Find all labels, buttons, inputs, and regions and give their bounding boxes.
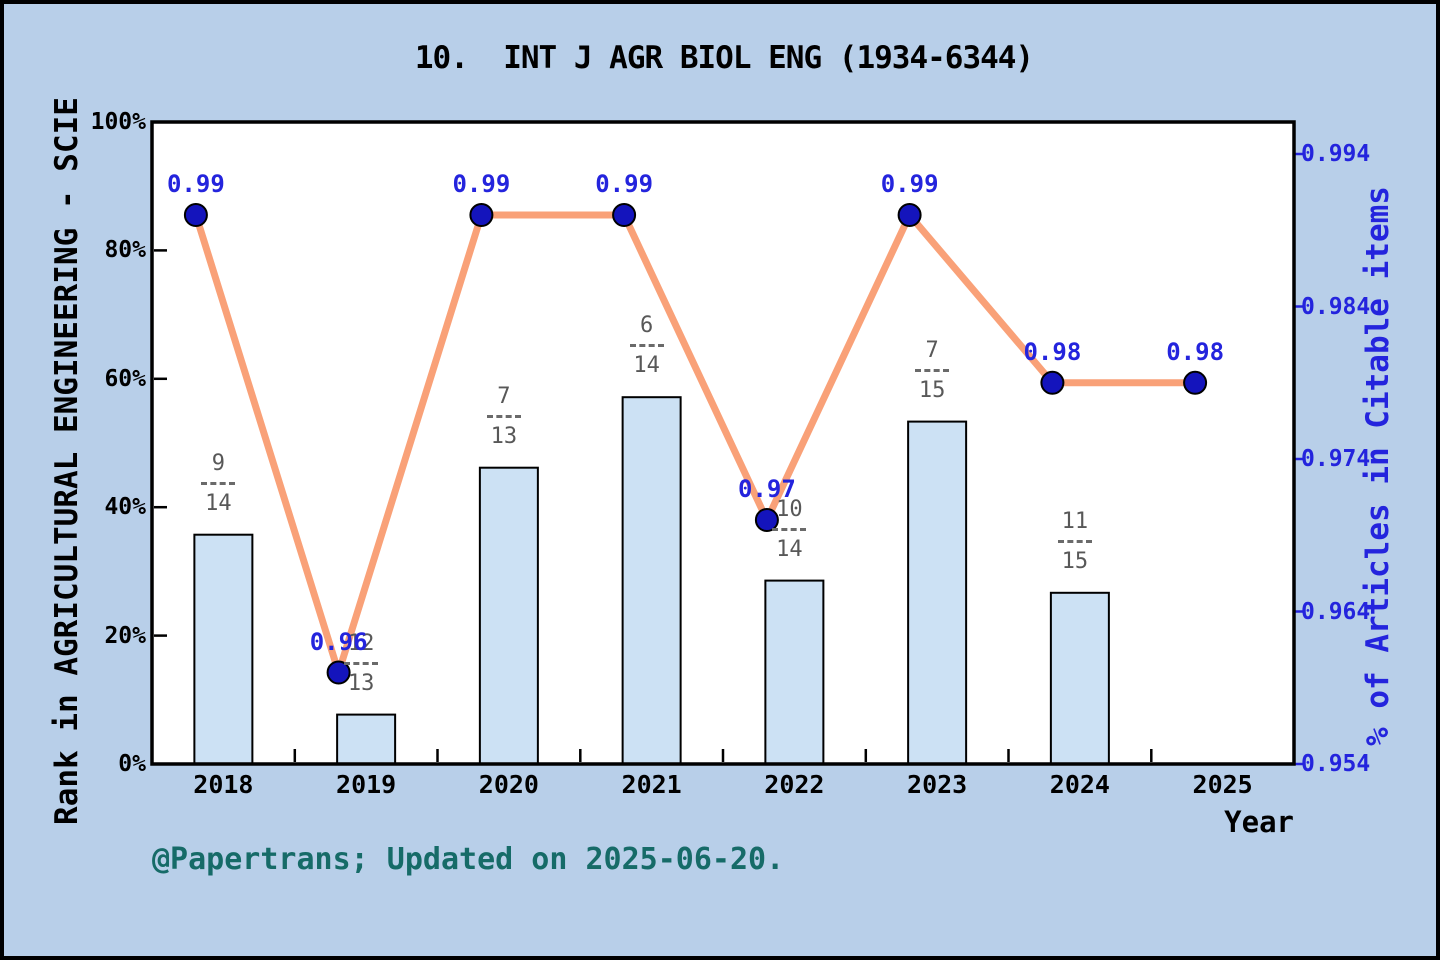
bar-2020 bbox=[478, 466, 539, 765]
plot-canvas bbox=[150, 120, 1304, 766]
point-label-2019: 0.96 bbox=[309, 627, 368, 656]
bar-fraction-label-2021: 6 14 bbox=[607, 313, 687, 379]
line-series bbox=[192, 211, 1199, 676]
fraction-bar bbox=[201, 481, 236, 485]
fraction-numerator: 10 bbox=[776, 496, 803, 522]
bar-fraction-label-2019: 12 13 bbox=[321, 631, 401, 697]
bar-2023 bbox=[907, 420, 968, 765]
fraction-bar bbox=[629, 344, 664, 348]
watermark-caption: @Papertrans; Updated on 2025-06-20. bbox=[152, 842, 785, 877]
x-tick-label-2025: 2025 bbox=[1192, 770, 1253, 799]
x-tick-label-2023: 2023 bbox=[907, 770, 968, 799]
point-label-2023: 0.99 bbox=[880, 170, 939, 198]
x-tick-label-2022: 2022 bbox=[764, 770, 825, 799]
fraction-numerator: 7 bbox=[497, 383, 511, 409]
bar-2024 bbox=[1049, 591, 1110, 765]
fraction-numerator: 6 bbox=[640, 313, 654, 339]
left-tick-label: 0% bbox=[118, 751, 146, 777]
fraction-numerator: 9 bbox=[211, 450, 225, 476]
x-tick-label-2024: 2024 bbox=[1049, 770, 1110, 799]
data-point-2020 bbox=[469, 203, 494, 227]
fraction-numerator: 7 bbox=[925, 337, 939, 363]
bar-2018 bbox=[193, 533, 254, 766]
x-tick-label-2020: 2020 bbox=[478, 770, 539, 799]
left-tick-label: 80% bbox=[104, 237, 146, 264]
fraction-bar bbox=[1057, 539, 1092, 543]
left-tick-label: 20% bbox=[104, 622, 146, 649]
fraction-denominator: 13 bbox=[490, 423, 518, 449]
right-tick-label: 0.964 bbox=[1301, 598, 1371, 625]
fraction-denominator: 15 bbox=[1061, 548, 1089, 574]
data-point-2024 bbox=[1040, 370, 1065, 395]
bar-fraction-label-2023: 7 15 bbox=[892, 338, 972, 404]
left-tick-label: 60% bbox=[104, 365, 146, 392]
left-tick-label: 40% bbox=[104, 494, 146, 521]
fraction-denominator: 14 bbox=[776, 536, 803, 562]
data-point-2023 bbox=[897, 203, 922, 227]
bar-2021 bbox=[621, 396, 682, 765]
point-label-2020: 0.99 bbox=[452, 170, 511, 198]
fraction-denominator: 14 bbox=[205, 490, 232, 516]
x-tick-label-2021: 2021 bbox=[621, 770, 682, 799]
point-label-2018: 0.99 bbox=[166, 170, 225, 198]
bar-fraction-label-2020: 7 13 bbox=[464, 384, 544, 450]
data-point-2021 bbox=[612, 203, 637, 227]
fraction-numerator: 11 bbox=[1061, 508, 1089, 534]
fraction-bar bbox=[486, 414, 521, 418]
data-point-2018 bbox=[183, 203, 208, 227]
fraction-bar bbox=[344, 661, 379, 665]
x-axis-title: Year bbox=[1224, 805, 1294, 839]
x-tick-label-2019: 2019 bbox=[336, 770, 397, 799]
right-tick-label: 0.974 bbox=[1301, 446, 1371, 472]
data-point-2025 bbox=[1183, 370, 1208, 395]
point-label-2025: 0.98 bbox=[1166, 337, 1225, 366]
bar-fraction-label-2022: 10 14 bbox=[749, 497, 829, 563]
bar-fraction-label-2018: 9 14 bbox=[178, 451, 258, 517]
point-label-2021: 0.99 bbox=[595, 170, 654, 198]
chart-title: 10. INT J AGR BIOL ENG (1934-6344) bbox=[414, 40, 1034, 76]
point-label-2022: 0.97 bbox=[737, 475, 796, 503]
right-tick-label: 0.954 bbox=[1301, 751, 1371, 777]
fraction-denominator: 14 bbox=[633, 353, 660, 379]
left-axis-title: Rank in AGRICULTURAL ENGINEERING - SCIE bbox=[49, 97, 85, 825]
bar-2022 bbox=[764, 579, 825, 765]
fraction-bar bbox=[772, 527, 807, 531]
right-tick-label: 0.984 bbox=[1301, 293, 1371, 320]
left-tick-label: 100% bbox=[90, 109, 146, 135]
fraction-denominator: 15 bbox=[918, 377, 946, 403]
right-tick-label: 0.994 bbox=[1301, 141, 1371, 167]
bar-fraction-label-2024: 11 15 bbox=[1035, 509, 1115, 575]
point-label-2024: 0.98 bbox=[1023, 337, 1082, 366]
fraction-bar bbox=[915, 368, 950, 372]
fraction-numerator: 12 bbox=[347, 630, 375, 656]
x-tick-label-2018: 2018 bbox=[193, 770, 254, 799]
data-point-2019 bbox=[326, 660, 351, 685]
plot-border bbox=[150, 120, 1296, 766]
data-point-2022 bbox=[754, 508, 779, 532]
bar-2019 bbox=[336, 713, 397, 765]
fraction-denominator: 13 bbox=[347, 670, 375, 696]
